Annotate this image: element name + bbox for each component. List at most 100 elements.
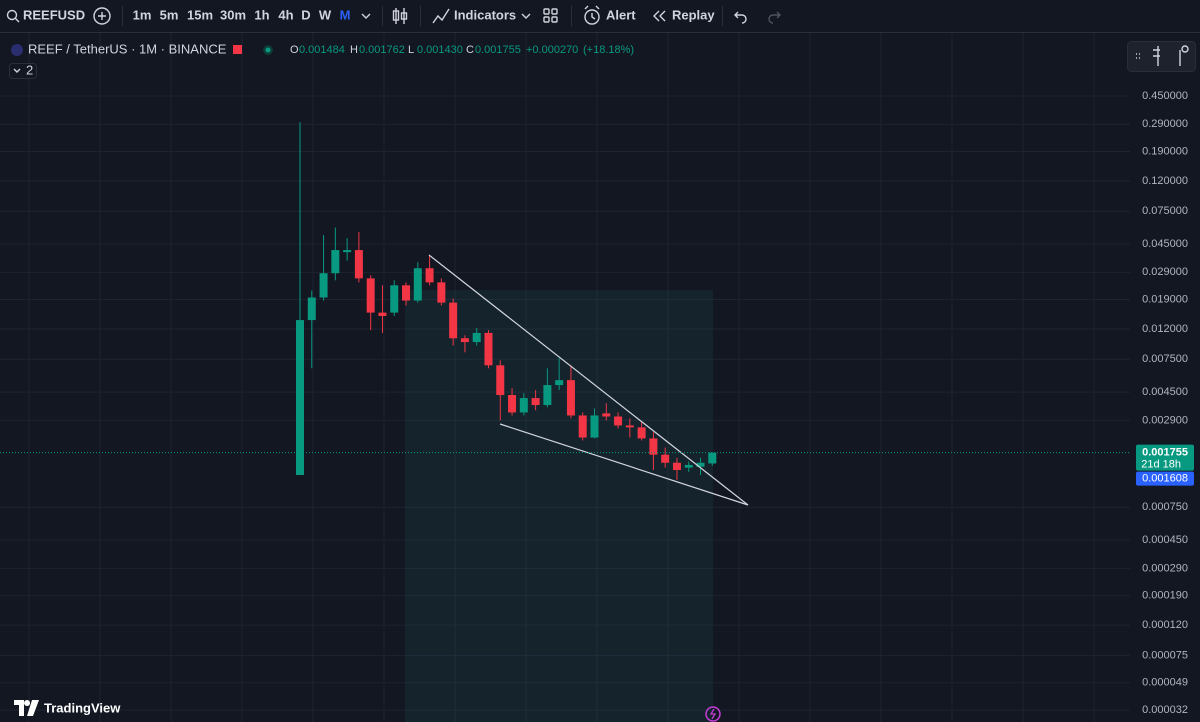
y-tick-label: 0.012000 [1142,323,1188,335]
legend-value: 0.001484 [299,44,345,56]
y-tick-label: 0.029000 [1142,266,1188,278]
y-tick-label: 0.019000 [1142,293,1188,305]
plot-layer [0,122,1130,722]
candle-body [402,285,411,301]
collapse-badge[interactable] [9,63,37,79]
candle-body [684,464,693,468]
symbol-search[interactable]: REEFUSD [6,7,86,23]
interval-button[interactable]: W [319,7,332,22]
candle-body [672,462,681,471]
y-tick-label: 0.290000 [1142,118,1188,130]
candle-body [378,312,387,317]
secondary-price-tag [1136,471,1194,486]
interval-button[interactable]: 30m [220,7,246,22]
candle-body [531,398,540,406]
last-price-label: 0.001755 [1142,447,1188,459]
interval-button[interactable]: 1h [254,7,269,22]
trendline [499,423,749,506]
y-tick-label: 0.000190 [1142,589,1188,601]
candle-body [343,250,352,253]
candle-body [708,452,717,464]
indicators-icon [432,8,450,24]
event-icon [709,708,717,720]
replay-icon [653,10,666,22]
candle-body [625,425,634,428]
trendline [428,254,749,506]
candle-body [413,268,422,301]
tool-icon[interactable] [1181,45,1189,53]
chevron-icon [13,68,21,73]
layouts-button[interactable] [543,8,558,23]
interval-button[interactable]: 15m [187,7,213,22]
y-tick-label: 0.000450 [1142,534,1188,546]
candle-body [543,385,552,406]
legend-change-percent: (+18.18%) [583,44,634,56]
event-icon[interactable] [705,706,721,722]
candle-body [484,332,493,366]
compare-button[interactable] [93,7,111,25]
legend-key: H [350,44,358,56]
legend-values: O 0.001484 H 0.001762 L 0.001430 C 0.001755 +0.0… [290,44,634,56]
logo-mark [14,700,39,716]
candle-body [519,398,528,413]
symbol-logo [11,44,23,56]
candle-body [449,302,458,339]
legend-value: 0.001762 [359,44,405,56]
y-tick-label: 0.000075 [1142,649,1188,661]
alert-button[interactable]: Alert [584,5,636,25]
candle-body [331,250,340,274]
alert-icon [584,5,600,20]
indicators-button[interactable]: Indicators [432,7,516,24]
y-tick-label: 0.000290 [1142,562,1188,574]
legend-key: L [408,44,414,56]
y-tick-label: 0.000120 [1142,619,1188,631]
interval-button[interactable]: D [301,7,310,22]
legend-value: 0.001430 [417,44,463,56]
secondary-price-label: 0.001608 [1142,473,1188,485]
price-axis: 0.450000 0.290000 0.190000 0.120000 0.075000… [1136,90,1194,716]
layout-icon [543,16,550,23]
floating-toolbar [1127,41,1196,72]
y-tick-label: 0.000750 [1142,501,1188,513]
chart-type-button[interactable] [392,8,408,24]
position-zone [405,290,713,722]
chevron-icon[interactable] [361,13,371,19]
candle-body [614,416,623,426]
chevron-icon[interactable] [521,13,531,19]
alert-icon [584,9,600,25]
candle-body [437,282,446,303]
last-price-tag [1136,444,1194,471]
candle-body [366,278,375,313]
undo-icon[interactable] [734,11,747,24]
candle-body [602,413,611,417]
market-flag [233,45,242,54]
status-dot [265,47,271,53]
search-icon [6,9,18,21]
replay-label: Replay [672,7,715,22]
interval-button[interactable]: 1m [133,7,152,22]
redo-icon[interactable] [768,11,781,24]
legend-value: 0.001755 [475,44,521,56]
plus-icon [98,12,106,20]
y-tick-label: 0.075000 [1142,205,1188,217]
candle-body [319,273,328,298]
interval-button[interactable]: 4h [278,7,293,22]
interval-button[interactable]: M [340,7,351,22]
y-tick-label: 0.120000 [1142,175,1188,187]
candle-body [555,380,564,386]
candle-body [390,285,399,313]
search-icon [15,18,20,23]
legend-key: O [290,44,299,56]
interval-button[interactable]: 5m [160,7,179,22]
y-tick-label: 0.002900 [1142,414,1188,426]
tool-icon[interactable] [1153,46,1160,66]
replay-button[interactable]: Replay [653,7,715,22]
y-tick-label: 0.045000 [1142,238,1188,250]
layout-icon [551,16,558,23]
candle-body [472,332,481,343]
toolbar-background [0,0,1200,32]
candle-body [661,454,670,463]
y-tick-label: 0.007500 [1142,353,1188,365]
